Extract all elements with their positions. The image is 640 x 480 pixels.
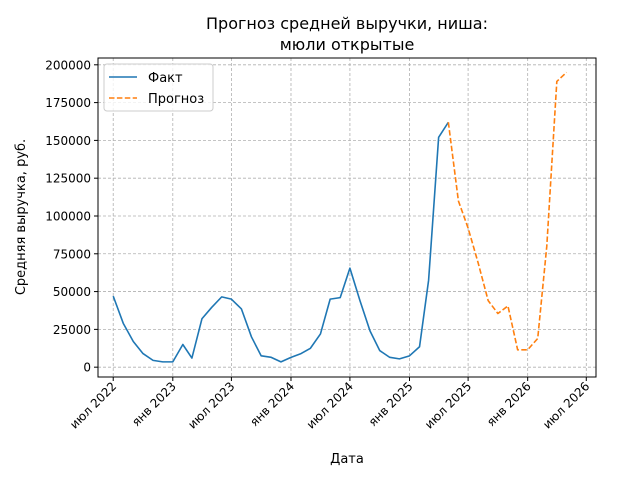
chart-title-line2: мюли открытые (280, 35, 415, 54)
chart-title-line1: Прогноз средней выручки, ниша: (206, 14, 488, 33)
legend-label-fact: Факт (148, 71, 183, 86)
y-tick-label: 50000 (53, 285, 91, 299)
y-tick-label: 25000 (53, 323, 91, 337)
y-tick-label: 125000 (45, 172, 91, 186)
y-tick-label: 100000 (45, 209, 91, 223)
y-tick-label: 200000 (45, 58, 91, 72)
series-line-forecast (447, 71, 568, 351)
plot-lines (112, 71, 568, 363)
y-axis-label: Средняя выручка, руб. (14, 139, 29, 295)
y-axis-ticks: 0 25000 50000 75000 100000 125000 150000 175000… (45, 58, 98, 375)
x-axis-label: Дата (330, 452, 364, 467)
series-line-fact (112, 121, 450, 363)
legend-box (103, 63, 214, 112)
y-tick-label: 175000 (45, 96, 91, 110)
y-tick-label: 150000 (45, 134, 91, 148)
grid (98, 58, 596, 377)
y-tick-label: 75000 (53, 247, 91, 261)
y-tick-label: 0 (83, 361, 91, 375)
legend: Факт Прогноз (103, 63, 214, 112)
legend-label-forecast: Прогноз (148, 92, 204, 107)
axes-frame (97, 57, 597, 378)
